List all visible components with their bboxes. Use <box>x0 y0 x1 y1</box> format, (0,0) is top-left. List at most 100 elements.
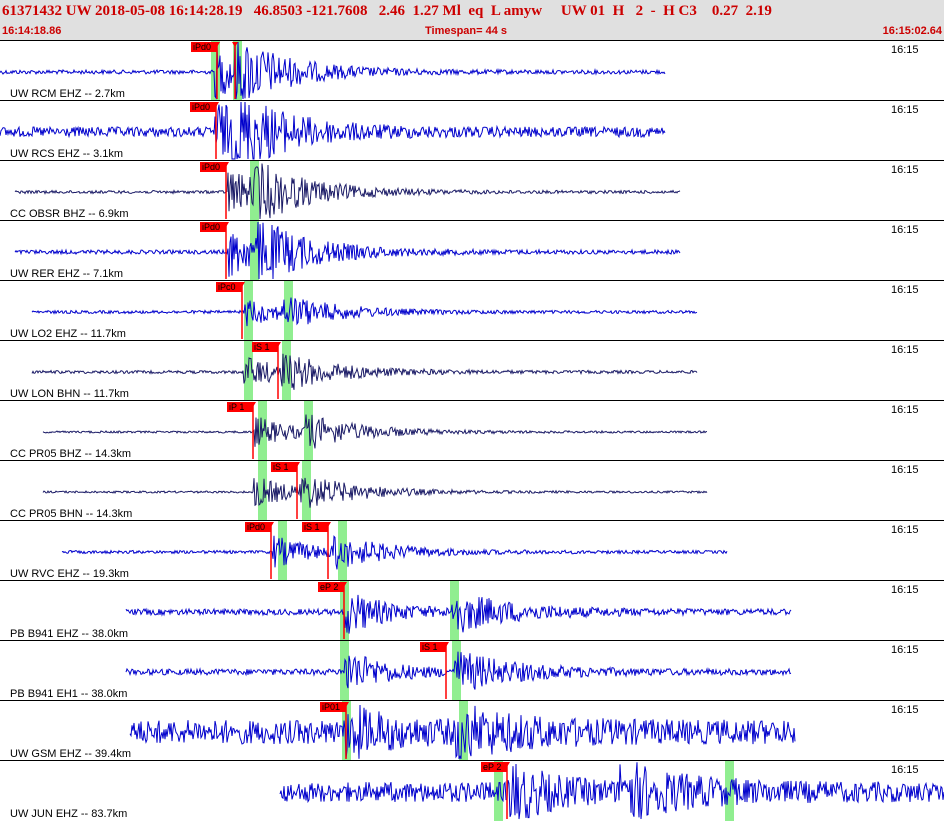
waveform-trace <box>279 762 944 820</box>
waveform-trace <box>129 704 796 760</box>
panel-time-tick: 16:15 <box>891 224 919 236</box>
phase-pick-marker[interactable]: iP 1 <box>227 402 256 459</box>
phase-window <box>282 341 291 401</box>
station-label: CC PR05 BHZ -- 14.3km <box>10 448 132 460</box>
phase-pick-marker[interactable]: iS 1 <box>302 522 331 579</box>
panel-time-tick: 16:15 <box>891 524 919 536</box>
waveform-canvas: iPd0 <box>14 161 681 221</box>
waveform-canvas: iPd0 iS 1 <box>61 521 728 581</box>
phase-pick-marker[interactable]: iPc0 <box>216 282 245 339</box>
phase-pick-marker[interactable]: iS 1 <box>420 642 449 699</box>
waveform-canvas: iPd0 <box>14 221 681 281</box>
pick-arrow <box>343 702 349 707</box>
trace-panel[interactable]: iPd0 UW RER EHZ -- 7.1km 16:15 <box>0 220 944 281</box>
trace-panel[interactable]: iP01 UW GSM EHZ -- 39.4km 16:15 <box>0 700 944 761</box>
station-label: UW RCM EHZ -- 2.7km <box>10 88 125 100</box>
waveform-trace <box>31 353 698 390</box>
phase-pick-marker[interactable]: iP01 <box>320 702 349 759</box>
waveform-trace <box>14 221 681 280</box>
phase-pick-marker[interactable]: iS 1 <box>252 342 281 399</box>
panel-time-tick: 16:15 <box>891 164 919 176</box>
start-time: 16:14:18.86 <box>2 25 62 37</box>
station-label: UW LON BHN -- 11.7km <box>10 388 129 400</box>
trace-panel[interactable]: iS 1 UW LON BHN -- 11.7km 16:15 <box>0 340 944 401</box>
phase-pick-marker[interactable]: iPd0 <box>200 222 229 279</box>
pick-label: iPd0 <box>202 222 220 232</box>
pick-arrow <box>268 522 274 527</box>
phase-pick-marker[interactable]: iPd0 <box>245 522 274 579</box>
waveform-canvas: iPc0 <box>31 281 698 341</box>
station-label: UW RER EHZ -- 7.1km <box>10 268 124 280</box>
station-label: UW JUN EHZ -- 83.7km <box>10 808 128 820</box>
pick-label: eP 2 <box>320 582 338 592</box>
pick-label-box <box>200 222 226 232</box>
end-time: 16:15:02.64 <box>882 25 942 37</box>
waveform-trace <box>125 651 792 690</box>
event-summary-line: 61371432 UW 2018-05-08 16:14:28.19 46.85… <box>2 3 772 19</box>
trace-panel[interactable]: iS 1 CC PR05 BHN -- 14.3km 16:15 <box>0 460 944 521</box>
pick-arrow <box>223 162 229 167</box>
time-range-bar: 16:14:18.86 Timespan= 44 s 16:15:02.64 <box>0 25 944 39</box>
pick-label: iS 1 <box>254 342 270 352</box>
trace-panel[interactable]: iPc0 UW LO2 EHZ -- 11.7km 16:15 <box>0 280 944 341</box>
pick-arrow <box>341 582 347 587</box>
pick-label-box <box>245 522 271 532</box>
station-label: UW RVC EHZ -- 19.3km <box>10 568 129 580</box>
phase-pick-marker[interactable]: iPd0 <box>190 102 219 159</box>
pick-label: iPd0 <box>192 102 210 112</box>
panel-time-tick: 16:15 <box>891 44 919 56</box>
waveform-canvas: iS 1 <box>125 641 792 701</box>
waveform-canvas: iP 1 <box>42 401 707 461</box>
trace-panel[interactable]: iS 1 PB B941 EH1 -- 38.0km 16:15 <box>0 640 944 701</box>
panel-time-tick: 16:15 <box>891 404 919 416</box>
pick-label-box <box>302 522 328 532</box>
trace-panel[interactable]: iP 1 CC PR05 BHZ -- 14.3km 16:15 <box>0 400 944 461</box>
pick-label-box <box>191 42 217 52</box>
pick-label: iPd0 <box>193 42 211 52</box>
panel-time-tick: 16:15 <box>891 764 919 776</box>
waveform-trace <box>42 414 707 449</box>
trace-panel[interactable]: iPd0 iS 1 UW RVC EHZ -- 19.3km 16:15 <box>0 520 944 581</box>
phase-window <box>284 281 293 341</box>
pick-label: iS 1 <box>304 522 320 532</box>
phase-window <box>459 701 468 761</box>
pick-label-box <box>190 102 216 112</box>
waveform-canvas: iPd0 <box>0 101 666 160</box>
pick-label: eP 2 <box>483 762 501 772</box>
pick-label-box <box>320 702 346 712</box>
station-label: UW RCS EHZ -- 3.1km <box>10 148 124 160</box>
trace-panel[interactable]: iPd0 UW RCM EHZ -- 2.7km 16:15 <box>0 40 944 101</box>
panel-time-tick: 16:15 <box>891 104 919 116</box>
trace-panel[interactable]: eP 2 PB B941 EHZ -- 38.0km 16:15 <box>0 580 944 641</box>
phase-window <box>725 761 734 821</box>
phase-pick-marker[interactable]: eP 2 <box>481 762 510 819</box>
pick-label: iS 1 <box>273 462 289 472</box>
timespan: Timespan= 44 s <box>425 25 508 37</box>
phase-pick-marker[interactable] <box>232 42 238 99</box>
station-label: PB B941 EH1 -- 38.0km <box>10 688 128 700</box>
pick-arrow <box>325 522 331 527</box>
pick-arrow <box>223 222 229 227</box>
pick-label: iS 1 <box>422 642 438 652</box>
pick-label-box <box>252 342 278 352</box>
seismogram-panels: iPd0 UW RCM EHZ -- 2.7km 16:15 iPd0 UW RCS E… <box>0 40 944 821</box>
phase-pick-marker[interactable]: iPd0 <box>200 162 229 219</box>
waveform-trace <box>61 535 728 570</box>
trace-panel[interactable]: iPd0 CC OBSR BHZ -- 6.9km 16:15 <box>0 160 944 221</box>
phase-window <box>302 461 311 521</box>
pick-arrow <box>504 762 510 767</box>
pick-label-box <box>271 462 297 472</box>
pick-arrow <box>239 282 245 287</box>
phase-pick-marker[interactable]: eP 2 <box>318 582 347 639</box>
trace-panel[interactable]: eP 2 UW JUN EHZ -- 83.7km 16:15 <box>0 760 944 821</box>
phase-window <box>338 521 347 581</box>
panel-time-tick: 16:15 <box>891 644 919 656</box>
pick-arrow <box>214 42 220 47</box>
trace-panel[interactable]: iPd0 UW RCS EHZ -- 3.1km 16:15 <box>0 100 944 160</box>
phase-pick-marker[interactable]: iPd0 <box>191 42 220 99</box>
pick-arrow <box>213 102 219 107</box>
phase-window <box>211 41 220 101</box>
pick-label: iPd0 <box>202 162 220 172</box>
waveform-trace <box>14 163 681 220</box>
phase-pick-marker[interactable]: iS 1 <box>271 462 300 519</box>
